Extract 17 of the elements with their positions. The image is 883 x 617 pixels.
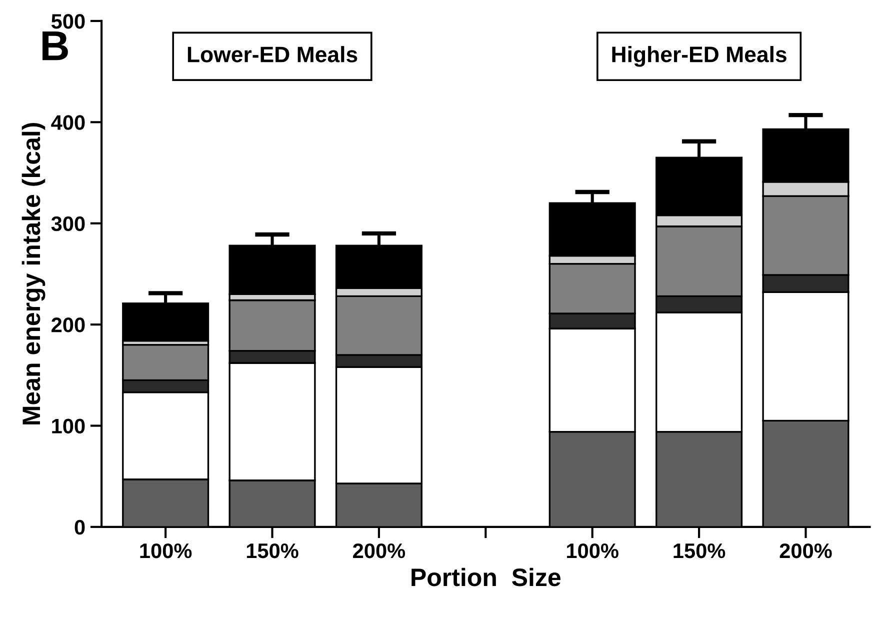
annotation: Lower-ED Meals	[188, 46, 358, 62]
x-axis-title: Portion Size	[412, 568, 560, 586]
x-tick-label: 150%	[246, 543, 298, 558]
y-tick-label: 300	[51, 216, 85, 232]
x-tick-label: 200%	[780, 543, 832, 558]
y-tick-label: 100	[52, 418, 85, 434]
text: B	[42, 31, 68, 60]
annotation: Higher-ED Meals	[612, 46, 786, 67]
x-tick-label: 100%	[140, 543, 192, 558]
x-tick-label: 100%	[567, 543, 618, 558]
y-tick-label: 500	[51, 14, 85, 29]
x-tick-label: 200%	[353, 543, 406, 558]
y-tick-label: 200	[52, 318, 85, 332]
x-tick-label: 150%	[674, 543, 726, 558]
y-tick-label: 400	[51, 115, 85, 130]
y-axis-title: Mean energy intake (kcal)	[22, 123, 46, 424]
y-tick-label: 0	[74, 520, 85, 535]
